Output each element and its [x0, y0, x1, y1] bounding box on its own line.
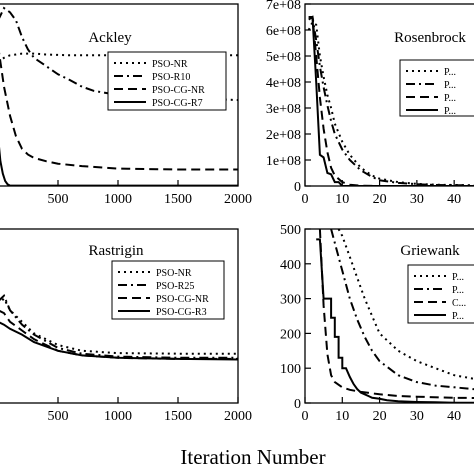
legend: P... P... P... P... — [399, 59, 474, 117]
legend: PSO-NR PSO-R25 PSO-CG-NR PSO-CG-R3 — [111, 260, 225, 320]
y-tick-label: 0 — [294, 397, 301, 412]
x-tick-label: 20 — [373, 409, 387, 424]
x-tick-label: 1500 — [164, 409, 192, 424]
legend-label-1: PSO-R25 — [156, 281, 194, 292]
legend-label-2: PSO-CG-NR — [156, 294, 209, 305]
legend-label-2: PSO-CG-NR — [152, 85, 205, 96]
y-tick-label: 3e+08 — [266, 102, 301, 117]
y-tick-label: 200 — [280, 327, 301, 342]
series-line-2 — [0, 52, 238, 171]
x-tick-label: 1500 — [164, 192, 192, 207]
panel-title: Ackley — [88, 30, 132, 46]
series-line-2 — [318, 229, 474, 399]
legend-label-1: P... — [452, 285, 464, 296]
legend-label-0: PSO-NR — [156, 268, 192, 279]
plot-frame — [304, 3, 474, 187]
legend-label-2: P... — [444, 93, 456, 104]
series-line-0 — [0, 52, 238, 62]
panel-griewank: 0 10 20 30 400100200300400500GriewankP...P..… — [280, 223, 474, 424]
x-tick-label: 1000 — [104, 192, 132, 207]
panel-ackley: 500 1000 1500 2000 Ackley PSO-NR PSO-R10 PSO-CG… — [0, 3, 252, 207]
x-tick-label: 500 — [48, 192, 69, 207]
y-tick-label: 1e+08 — [266, 154, 301, 169]
legend-label-1: PSO-R10 — [152, 72, 190, 83]
legend: PSO-NR PSO-R10 PSO-CG-NR PSO-CG-R7 — [107, 51, 227, 111]
panel-rastrigin: 500 1000 1500 2000RastriginPSO-NRPSO-R25PSO… — [0, 228, 252, 424]
series-line-3 — [0, 146, 238, 186]
x-tick-label: 2000 — [224, 409, 252, 424]
x-tick-label: 10 — [335, 409, 349, 424]
x-tick-label: 2000 — [224, 192, 252, 207]
legend-label-1: P... — [444, 80, 456, 91]
x-tick-label: 0 — [302, 409, 309, 424]
series-line-3 — [316, 238, 474, 403]
y-tick-label: 300 — [280, 293, 301, 308]
series-line-3 — [308, 16, 474, 186]
legend-box — [407, 264, 474, 324]
x-tick-label: 500 — [48, 409, 69, 424]
x-tick-label: 40 — [447, 192, 461, 207]
legend-label-3: PSO-CG-R3 — [156, 307, 207, 318]
y-tick-label: 4e+08 — [266, 76, 301, 91]
panel-title: Rastrigin — [89, 243, 144, 259]
legend-label-3: P... — [452, 311, 464, 322]
panel-title: Griewank — [400, 243, 460, 259]
x-tick-label: 30 — [410, 409, 424, 424]
series-line-2 — [308, 16, 474, 186]
series-line-2 — [0, 310, 238, 360]
x-tick-label: 20 — [373, 192, 387, 207]
legend-box — [111, 260, 225, 320]
panel-title: Rosenbrock — [394, 30, 466, 46]
x-axis-label: Iteration Number — [180, 445, 325, 469]
panel-rosenbrock: 0 10 20 30 40 0 1e+08 2e+08 3e+08 4e+08 5e+08 6e+08… — [266, 0, 474, 207]
legend-label-3: P... — [444, 106, 456, 117]
series-line-3 — [0, 321, 238, 361]
series-line-0 — [337, 229, 474, 380]
legend-label-0: PSO-NR — [152, 59, 188, 70]
y-tick-label: 100 — [280, 362, 301, 377]
x-tick-label: 40 — [447, 409, 461, 424]
y-tick-label: 500 — [280, 223, 301, 238]
y-tick-label: 7e+08 — [266, 0, 301, 13]
legend-label-0: P... — [444, 67, 456, 78]
y-tick-label: 400 — [280, 258, 301, 273]
y-tick-label: 2e+08 — [266, 128, 301, 143]
series-line-1 — [330, 229, 474, 391]
legend: P... P... C... P... — [407, 264, 474, 324]
x-tick-label: 10 — [335, 192, 349, 207]
series-line-1 — [0, 293, 238, 359]
legend-box — [107, 51, 227, 111]
series-line-1 — [308, 15, 474, 186]
x-tick-label: 30 — [410, 192, 424, 207]
x-tick-label: 0 — [302, 192, 309, 207]
y-tick-label: 6e+08 — [266, 24, 301, 39]
y-tick-label: 5e+08 — [266, 50, 301, 65]
legend-label-2: C... — [452, 298, 466, 309]
legend-label-3: PSO-CG-R7 — [152, 98, 203, 109]
y-tick-label: 0 — [294, 180, 301, 195]
legend-box — [399, 59, 474, 117]
plot-frame — [304, 228, 474, 404]
legend-label-0: P... — [452, 272, 464, 283]
x-tick-label: 1000 — [104, 409, 132, 424]
